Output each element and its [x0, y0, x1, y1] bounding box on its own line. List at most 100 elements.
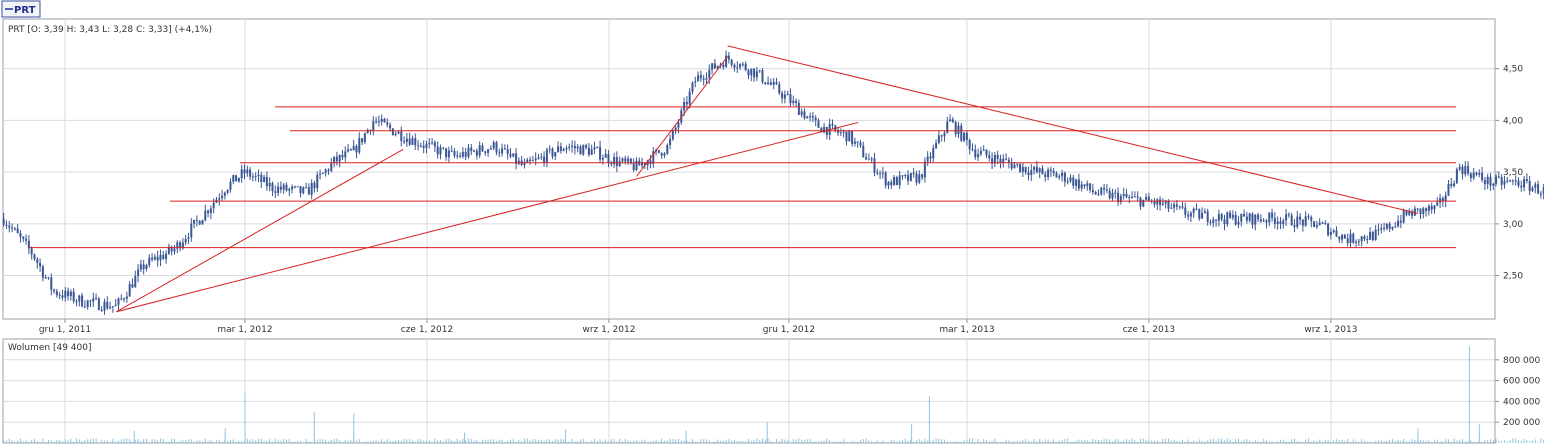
candle-body [1262, 220, 1265, 222]
candle-body [781, 93, 784, 99]
candle-body [1212, 219, 1215, 223]
date-tick-label: mar 1, 2012 [217, 325, 272, 335]
candle-body [27, 240, 30, 249]
candle-body [1287, 214, 1290, 216]
candle-body [1346, 238, 1349, 244]
candle-body [125, 296, 128, 299]
candle-body [711, 63, 714, 70]
candle-body [1083, 184, 1086, 187]
candle-body [884, 172, 887, 186]
price-tick-label: 4,50 [1503, 65, 1523, 75]
candle-body [1534, 184, 1537, 188]
candle-body [397, 131, 400, 134]
candle-body [641, 162, 644, 166]
candle-body [53, 289, 56, 292]
candle-body [1511, 180, 1514, 182]
candle-body [769, 82, 772, 85]
candle-body [464, 151, 467, 157]
candle-body [1444, 195, 1447, 201]
candle-body [243, 169, 246, 174]
candle-body [1430, 205, 1433, 210]
candle-body [867, 159, 870, 161]
candle-body [39, 262, 42, 267]
candle-body [1436, 202, 1439, 206]
candle-body [1044, 174, 1047, 178]
candle-body [19, 233, 22, 237]
legend-tab[interactable]: PRT [1, 0, 41, 18]
candle-body [887, 181, 890, 186]
candle-body [389, 124, 392, 129]
candle-body [425, 143, 428, 148]
candle-body [1192, 208, 1195, 213]
candle-body [313, 182, 316, 189]
candle-body [176, 242, 179, 249]
candle-body [529, 159, 532, 161]
candle-body [1229, 212, 1232, 218]
candle-body [41, 266, 44, 278]
candle-body [632, 163, 635, 171]
candle-body [1125, 193, 1128, 198]
candle-body [450, 150, 453, 152]
candle-body [1035, 167, 1038, 173]
volume-tick-label: 800 000 [1503, 356, 1540, 366]
candle-body [142, 264, 145, 269]
candle-body [688, 91, 691, 105]
candle-body [1119, 195, 1122, 203]
candle-body [1422, 208, 1425, 215]
candle-body [218, 198, 221, 200]
candle-body [162, 255, 165, 259]
candle-body [534, 158, 537, 161]
candle-body [391, 128, 394, 136]
candle-body [531, 160, 534, 162]
candle-body [730, 59, 733, 65]
candle-body [106, 301, 109, 309]
candle-body [562, 149, 565, 151]
candle-body [551, 148, 554, 157]
candle-body [1248, 213, 1251, 221]
candle-body [307, 187, 310, 195]
legend-tab-box[interactable] [1, 0, 41, 18]
candle-body [663, 153, 666, 156]
candle-body [1145, 196, 1148, 200]
candle-body [1041, 168, 1044, 175]
candle-body [1335, 230, 1338, 237]
candle-body [254, 176, 257, 178]
candle-body [81, 295, 84, 307]
candle-body [1097, 194, 1100, 196]
candle-body [671, 130, 674, 140]
candle-body [436, 146, 439, 155]
candle-body [89, 300, 92, 302]
candle-body [1489, 176, 1492, 186]
candle-body [1391, 226, 1394, 229]
candle-body [184, 238, 187, 243]
candle-body [1290, 215, 1293, 226]
candle-body [845, 131, 848, 142]
candle-body [249, 169, 252, 177]
trend-line [116, 148, 404, 313]
candle-body [442, 147, 445, 149]
candle-body [699, 75, 702, 79]
candle-body [839, 132, 842, 134]
candle-body [128, 284, 131, 297]
candle-body [1447, 183, 1450, 196]
candle-body [366, 129, 369, 134]
candle-body [470, 147, 473, 151]
candle-body [1161, 203, 1164, 205]
candle-body [576, 146, 579, 149]
candle-body [1201, 213, 1204, 219]
candle-body [540, 156, 543, 158]
candle-body [179, 242, 182, 249]
candle-body [991, 158, 994, 164]
candle-body [1142, 199, 1145, 207]
candle-body [1531, 187, 1534, 192]
candle-body [786, 94, 789, 96]
candle-body [473, 150, 476, 152]
candle-body [279, 186, 282, 190]
candle-body [1394, 226, 1397, 228]
trend-annotations [30, 45, 1456, 313]
candle-body [1523, 179, 1526, 188]
candle-body [170, 246, 173, 252]
candle-body [316, 174, 319, 189]
candle-body [1495, 176, 1498, 184]
candle-body [506, 149, 509, 155]
